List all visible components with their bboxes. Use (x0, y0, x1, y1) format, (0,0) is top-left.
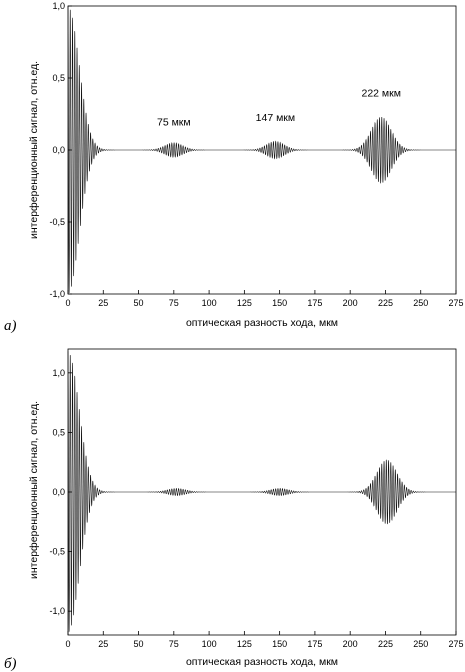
x-tick-label: 125 (237, 298, 252, 308)
panel-label: б) (4, 656, 17, 672)
y-tick-label: 0,5 (52, 427, 65, 437)
y-tick-label: -0,5 (49, 217, 65, 227)
x-tick-label: 200 (343, 639, 358, 649)
signal-trace (67, 5, 456, 294)
x-tick-label: 250 (413, 298, 428, 308)
x-tick-label: 0 (65, 639, 70, 649)
x-tick-label: 225 (378, 639, 393, 649)
x-tick-label: 225 (378, 298, 393, 308)
y-tick-label: -1,0 (49, 606, 65, 616)
x-tick-label: 150 (272, 298, 287, 308)
chart-panel-a: 0 25 50 75 100 125 150 175 200 225 250 275 1,0 0,5 0,… (4, 1, 464, 334)
x-tick-label: 25 (98, 639, 108, 649)
x-tick-label: 275 (448, 298, 463, 308)
panel-label: а) (4, 318, 17, 334)
x-tick-label: 75 (169, 639, 179, 649)
x-tick-label: 100 (202, 298, 217, 308)
signal-line (67, 351, 456, 632)
x-tick-label: 150 (272, 639, 287, 649)
x-tick-label: 100 (202, 639, 217, 649)
x-tick-label: 0 (65, 298, 70, 308)
y-tick-label: 1,0 (52, 1, 65, 11)
x-tick-label: 200 (343, 298, 358, 308)
y-tick-labels: 1,0 0,5 0,0 -0,5 -1,0 (49, 368, 72, 616)
x-axis-label: оптическая разность хода, мкм (186, 317, 338, 329)
y-tick-label: -1,0 (49, 289, 65, 299)
signal-trace (67, 351, 456, 632)
chart-panel-b: 0 25 50 75 100 125 150 175 200 225 250 275 1,0 0,5 0,… (4, 348, 464, 672)
x-tick-label: 50 (134, 298, 144, 308)
peak-annotations: 75 мкм 147 мкм 222 мкм (157, 88, 401, 129)
x-tick-label: 250 (413, 639, 428, 649)
y-axis-label: интерференционный сигнал, отн.ед. (28, 61, 40, 239)
x-tick-label: 275 (448, 639, 463, 649)
x-tick-labels: 0 25 50 75 100 125 150 175 200 225 250 275 (65, 290, 464, 308)
x-tick-label: 50 (134, 639, 144, 649)
y-tick-labels: 1,0 0,5 0,0 -0,5 -1,0 (49, 1, 72, 299)
y-axis-label: интерференционный сигнал, отн.ед. (28, 401, 40, 579)
y-tick-label: -0,5 (49, 547, 65, 557)
peak-annotation: 75 мкм (157, 117, 191, 129)
x-tick-label: 175 (307, 298, 322, 308)
y-tick-label: 1,0 (52, 368, 65, 378)
y-tick-label: 0,0 (52, 145, 65, 155)
x-axis-label: оптическая разность хода, мкм (186, 656, 338, 668)
x-tick-label: 75 (169, 298, 179, 308)
x-tick-label: 175 (307, 639, 322, 649)
y-tick-label: 0,0 (52, 487, 65, 497)
y-tick-label: 0,5 (52, 73, 65, 83)
x-tick-label: 25 (98, 298, 108, 308)
signal-line (67, 5, 456, 294)
x-tick-label: 125 (237, 639, 252, 649)
x-tick-labels: 0 25 50 75 100 125 150 175 200 225 250 275 (65, 631, 464, 649)
peak-annotation: 147 мкм (256, 112, 295, 124)
peak-annotation: 222 мкм (361, 88, 400, 100)
